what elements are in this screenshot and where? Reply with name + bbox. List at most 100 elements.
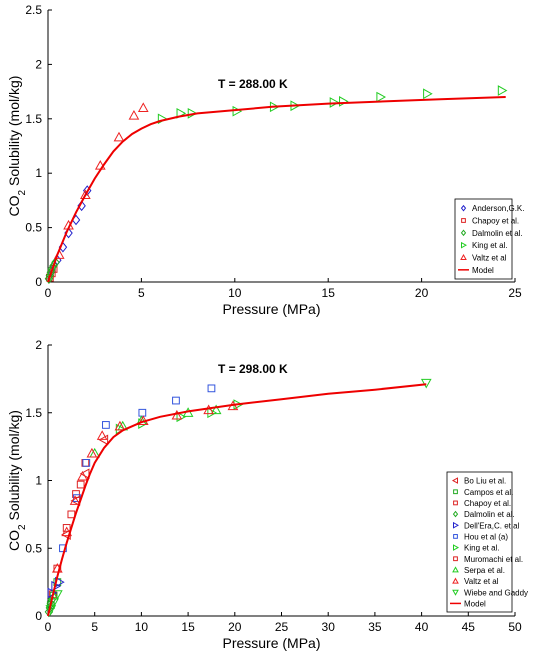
x-tick-label: 15 [181,620,195,634]
y-tick-label: 1.5 [25,112,42,126]
y-tick-label: 1 [35,166,42,180]
y-tick-label: 1.5 [25,406,42,420]
y-axis-label: CO2 Solubility (mol/kg) [6,410,28,551]
y-tick-label: 0 [35,275,42,289]
data-point [51,257,60,268]
temperature-annotation: T = 298.00 K [218,362,288,376]
legend-label: Serpa et al. [464,566,505,575]
x-tick-label: 25 [508,286,522,300]
data-point [210,404,222,415]
data-point [86,447,98,458]
x-tick-label: 5 [91,620,98,634]
data-point [67,510,76,519]
legend-label: Chapoy et al. [472,217,519,226]
data-point [138,408,147,417]
y-tick-label: 0.5 [25,541,42,555]
legend-label: Valtz et al [464,577,499,586]
chart-1: 0 5 10 15 20 25 0 0.5 1 1.5 2 2.5 Pressure (MPa) CO2 … [6,3,524,317]
legend-label: Dalmolin et al. [464,510,515,519]
data-point [45,270,55,281]
chart-2: 0 5 10 15 20 25 30 35 40 45 50 0 0.5 1 1.5 2 Pressure (M… [6,338,528,651]
data-point [137,102,149,113]
model-line [47,383,427,617]
legend-swatch [452,577,459,584]
x-tick-label: 20 [415,286,429,300]
legend-label: Valtz et al [472,254,507,263]
legend-label: Wiebe and Gaddy [464,588,528,597]
x-axis-label: Pressure (MPa) [222,301,320,317]
series-wiebe-and-gaddy [45,378,432,615]
x-axis-label: Pressure (MPa) [222,635,320,651]
y-tick-label: 0 [35,609,42,623]
series-model [47,383,427,617]
legend-label: Model [464,599,486,608]
y-tick-label: 2 [35,338,42,352]
data-point [497,85,508,96]
x-tick-label: 0 [45,620,52,634]
legend-swatch [453,489,458,495]
data-point [51,590,63,600]
legend-swatch [453,521,460,529]
y-tick-label: 2 [35,57,42,71]
x-tick-label: 45 [462,620,476,634]
legend-label: Campos et al. [464,488,513,497]
data-point [76,480,85,489]
x-tick-label: 5 [138,286,145,300]
x-tick-label: 15 [322,286,336,300]
legend-swatch [452,589,459,596]
data-point [329,97,340,108]
data-point [128,110,140,120]
data-point [77,470,88,481]
legend-box [454,198,513,280]
y-tick-label: 2.5 [25,3,42,17]
legend-label: Muromachi et al. [464,555,523,564]
legend-swatch [461,241,468,249]
legend-label: Hou et al (a) [464,532,508,541]
legend-box [446,471,513,613]
y-tick-label: 0.5 [25,221,42,235]
data-point [61,526,73,537]
legend-swatch [453,556,458,562]
legend-swatch [452,510,459,518]
data-point [187,108,198,119]
x-tick-label: 30 [322,620,336,634]
series-valtz-et-al [51,400,239,573]
x-tick-label: 0 [45,286,52,300]
x-tick-label: 10 [228,286,242,300]
legend-swatch [453,500,458,506]
data-point [49,260,58,271]
x-tick-label: 50 [508,620,522,634]
x-tick-label: 20 [228,620,242,634]
data-point [98,434,109,446]
data-point [232,105,243,117]
data-point [69,495,81,505]
legend-label: Model [472,266,494,275]
legend-label: Chapoy et al. [464,499,511,508]
series-king-et-al [157,85,508,125]
legend-swatch [453,544,460,551]
legend-swatch [460,229,467,237]
series-model [47,96,506,283]
data-point [423,88,433,100]
model-line [47,96,506,283]
legend-swatch [453,534,458,539]
data-point [207,384,216,393]
legend-swatch [460,204,467,212]
legend-swatch [451,477,458,484]
legend-label: Dell'Era,C. et al [464,521,520,530]
x-tick-label: 10 [135,620,149,634]
legend: Bo Liu et al. Campos et al. Chapoy et al. D… [446,471,528,613]
x-tick-label: 25 [275,620,289,634]
series-king-et-al [115,399,244,435]
legend: Anderson,G.K. Chapoy et al. Dalmolin et al… [454,198,524,280]
data-point [102,421,110,429]
data-point [114,420,126,431]
data-point [82,459,91,467]
x-tick-label: 35 [368,620,382,634]
x-tick-label: 40 [415,620,429,634]
legend-swatch [460,253,467,260]
legend-label: Anderson,G.K. [472,204,524,213]
legend-label: King et al. [472,241,508,250]
y-axis-label: CO2 Solubility (mol/kg) [6,76,28,217]
